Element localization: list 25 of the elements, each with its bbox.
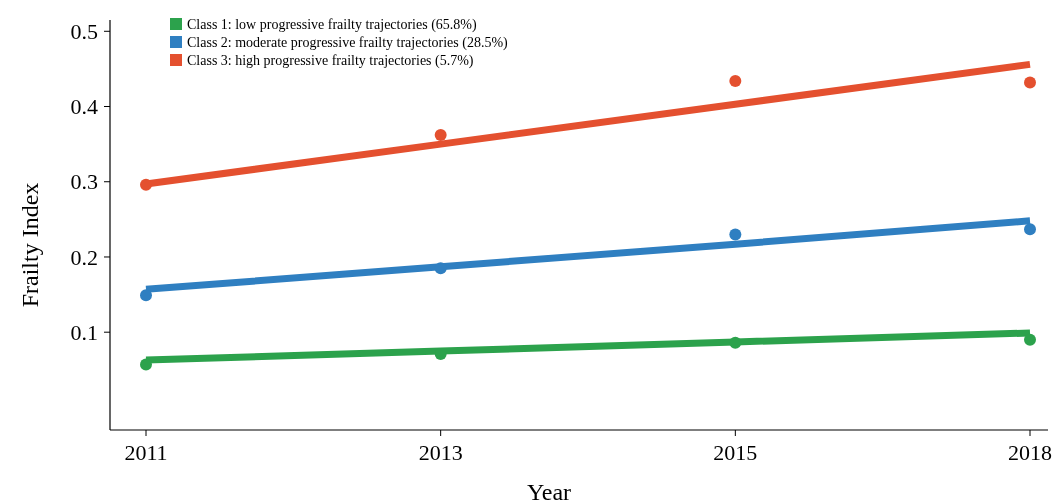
y-axis-title: Frailty Index <box>17 182 43 308</box>
point <box>1024 333 1036 346</box>
point <box>1024 76 1036 89</box>
x-tick-label: 2013 <box>418 440 463 465</box>
point <box>140 289 152 302</box>
y-tick-label: 0.4 <box>70 94 98 120</box>
point <box>434 262 447 275</box>
x-axis-title: Year <box>526 479 572 502</box>
y-tick-label: 0.5 <box>70 18 98 44</box>
point <box>729 228 742 241</box>
x-tick-label: 2015 <box>713 440 758 465</box>
legend-label: Class 2: moderate progressive frailty trajectories (28.5%) <box>187 35 509 51</box>
point <box>140 358 152 371</box>
legend-label: Class 3: high progressive frailty trajectories (5.7%) <box>187 53 474 69</box>
point <box>729 336 742 349</box>
y-tick-label: 0.3 <box>70 169 98 195</box>
point <box>434 129 447 142</box>
y-tick-label: 0.2 <box>70 244 98 270</box>
x-tick-label: 2011 <box>124 440 168 465</box>
y-tick-label: 0.1 <box>70 319 98 345</box>
point <box>140 178 152 191</box>
point <box>1024 223 1036 236</box>
point <box>729 74 742 87</box>
legend-label: Class 1: low progressive frailty trajectories (65.8%) <box>187 17 477 33</box>
x-tick-label: 2018 <box>1008 440 1052 465</box>
